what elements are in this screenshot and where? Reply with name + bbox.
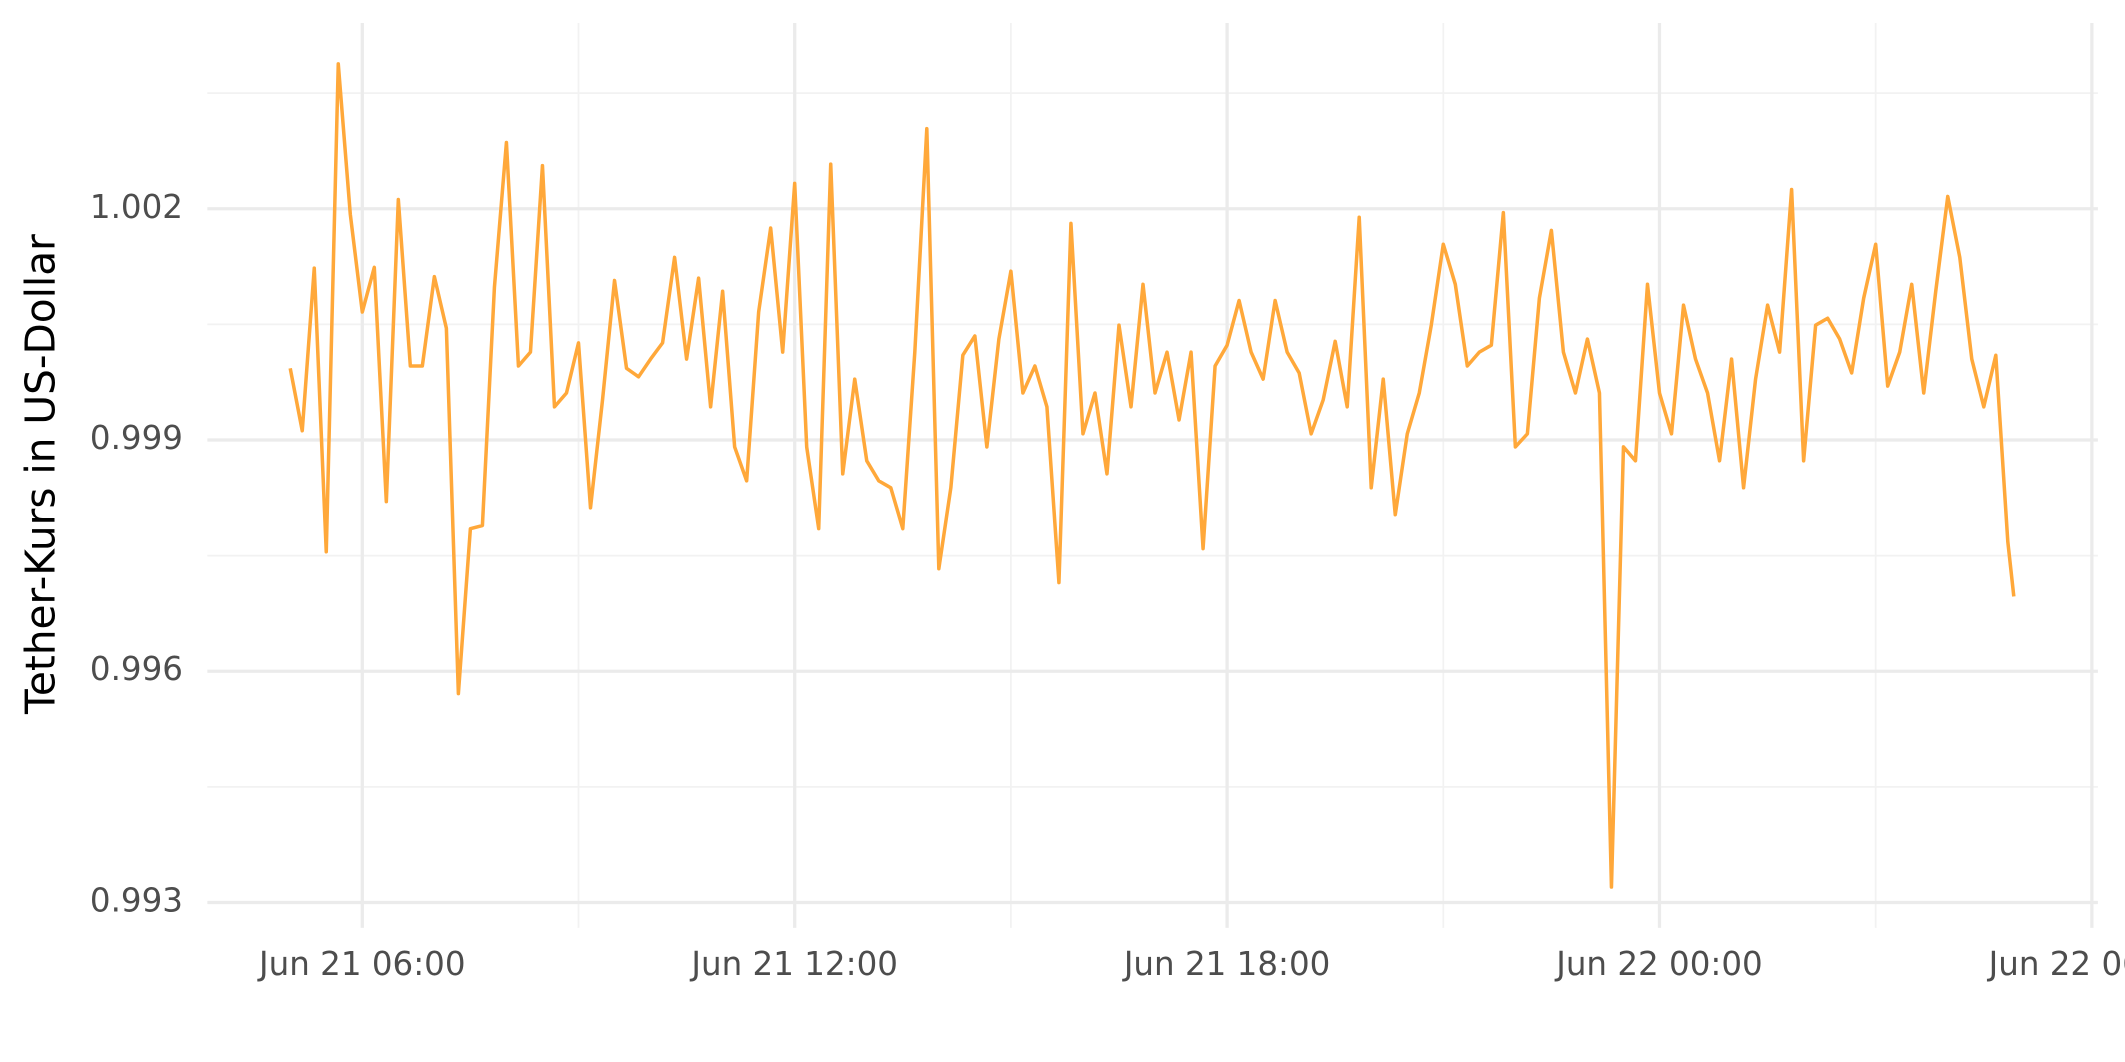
x-tick-label: Jun 21 12:00 [689,945,898,983]
y-tick-label: 1.002 [90,188,183,226]
x-tick-label: Jun 22 00:00 [1554,945,1763,983]
x-tick-label: Jun 21 18:00 [1122,945,1331,983]
y-tick-label: 0.999 [90,419,183,457]
y-tick-label: 0.993 [90,881,183,919]
y-tick-label: 0.996 [90,650,183,688]
x-tick-label: Jun 21 06:00 [257,945,466,983]
price-line [288,62,2016,889]
x-tick-label: Jun 22 06:00 [1987,945,2125,983]
y-axis-title: Tether-Kurs in US-Dollar [16,234,64,715]
